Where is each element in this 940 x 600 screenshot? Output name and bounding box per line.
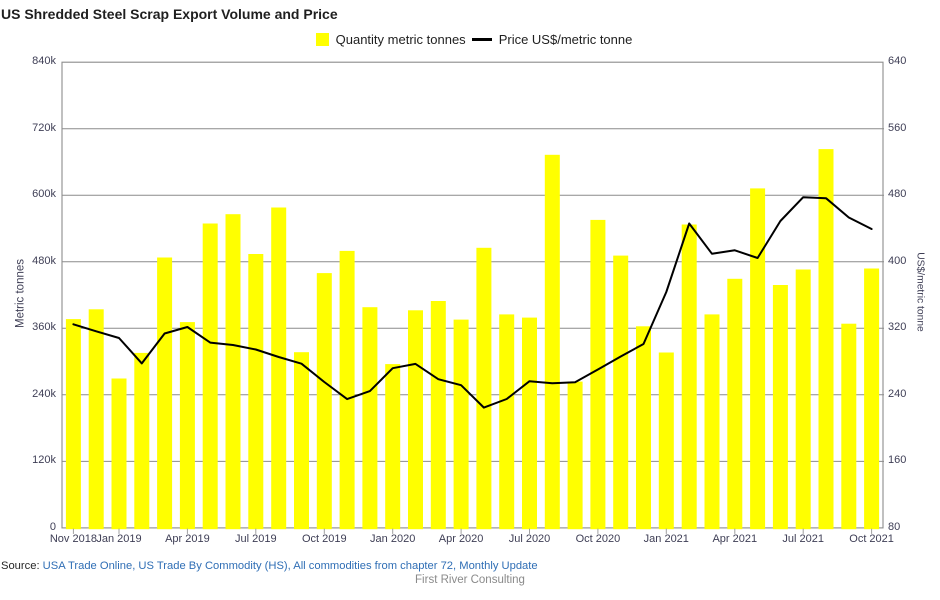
svg-text:US$/metric tonne: US$/metric tonne	[915, 252, 926, 332]
svg-text:Metric tonnes: Metric tonnes	[15, 259, 27, 328]
